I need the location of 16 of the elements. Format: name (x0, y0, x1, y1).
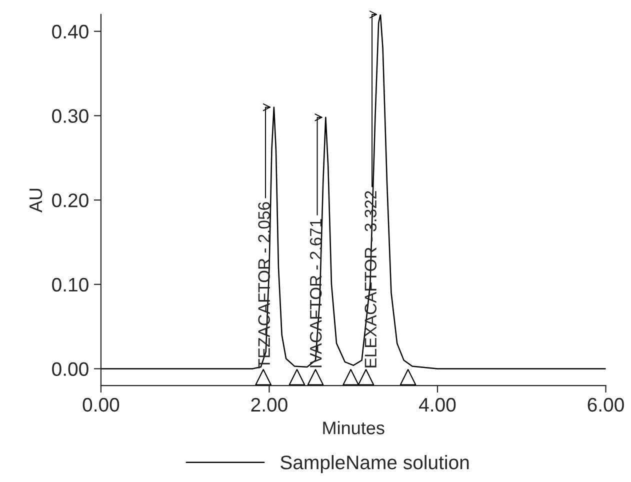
x-tick-label: 4.00 (419, 398, 456, 412)
annotation: IVACAFTOR - 2.671 (310, 219, 322, 368)
line-series (100, 14, 606, 370)
annotation: ELEXACAFTOR - 3.322 (364, 191, 377, 368)
x-tick-label: 2.00 (251, 398, 288, 412)
x-tick-label: 0.00 (82, 398, 120, 412)
y-tick-label: 0.20 (52, 194, 88, 208)
legend-label: SampleName solution (280, 455, 469, 474)
x-axis-title: Minutes (323, 421, 384, 434)
y-tick-label: 0.40 (52, 24, 88, 39)
y-tick-label: 0.00 (52, 362, 88, 376)
y-tick-label: 0.10 (52, 278, 88, 292)
x-tick-label: 6.00 (588, 398, 624, 412)
y-tick-label: 0.30 (52, 109, 88, 123)
y-axis-title: AU (30, 188, 42, 213)
annotation: TEZACAFTOR - 2.056 (258, 202, 270, 368)
